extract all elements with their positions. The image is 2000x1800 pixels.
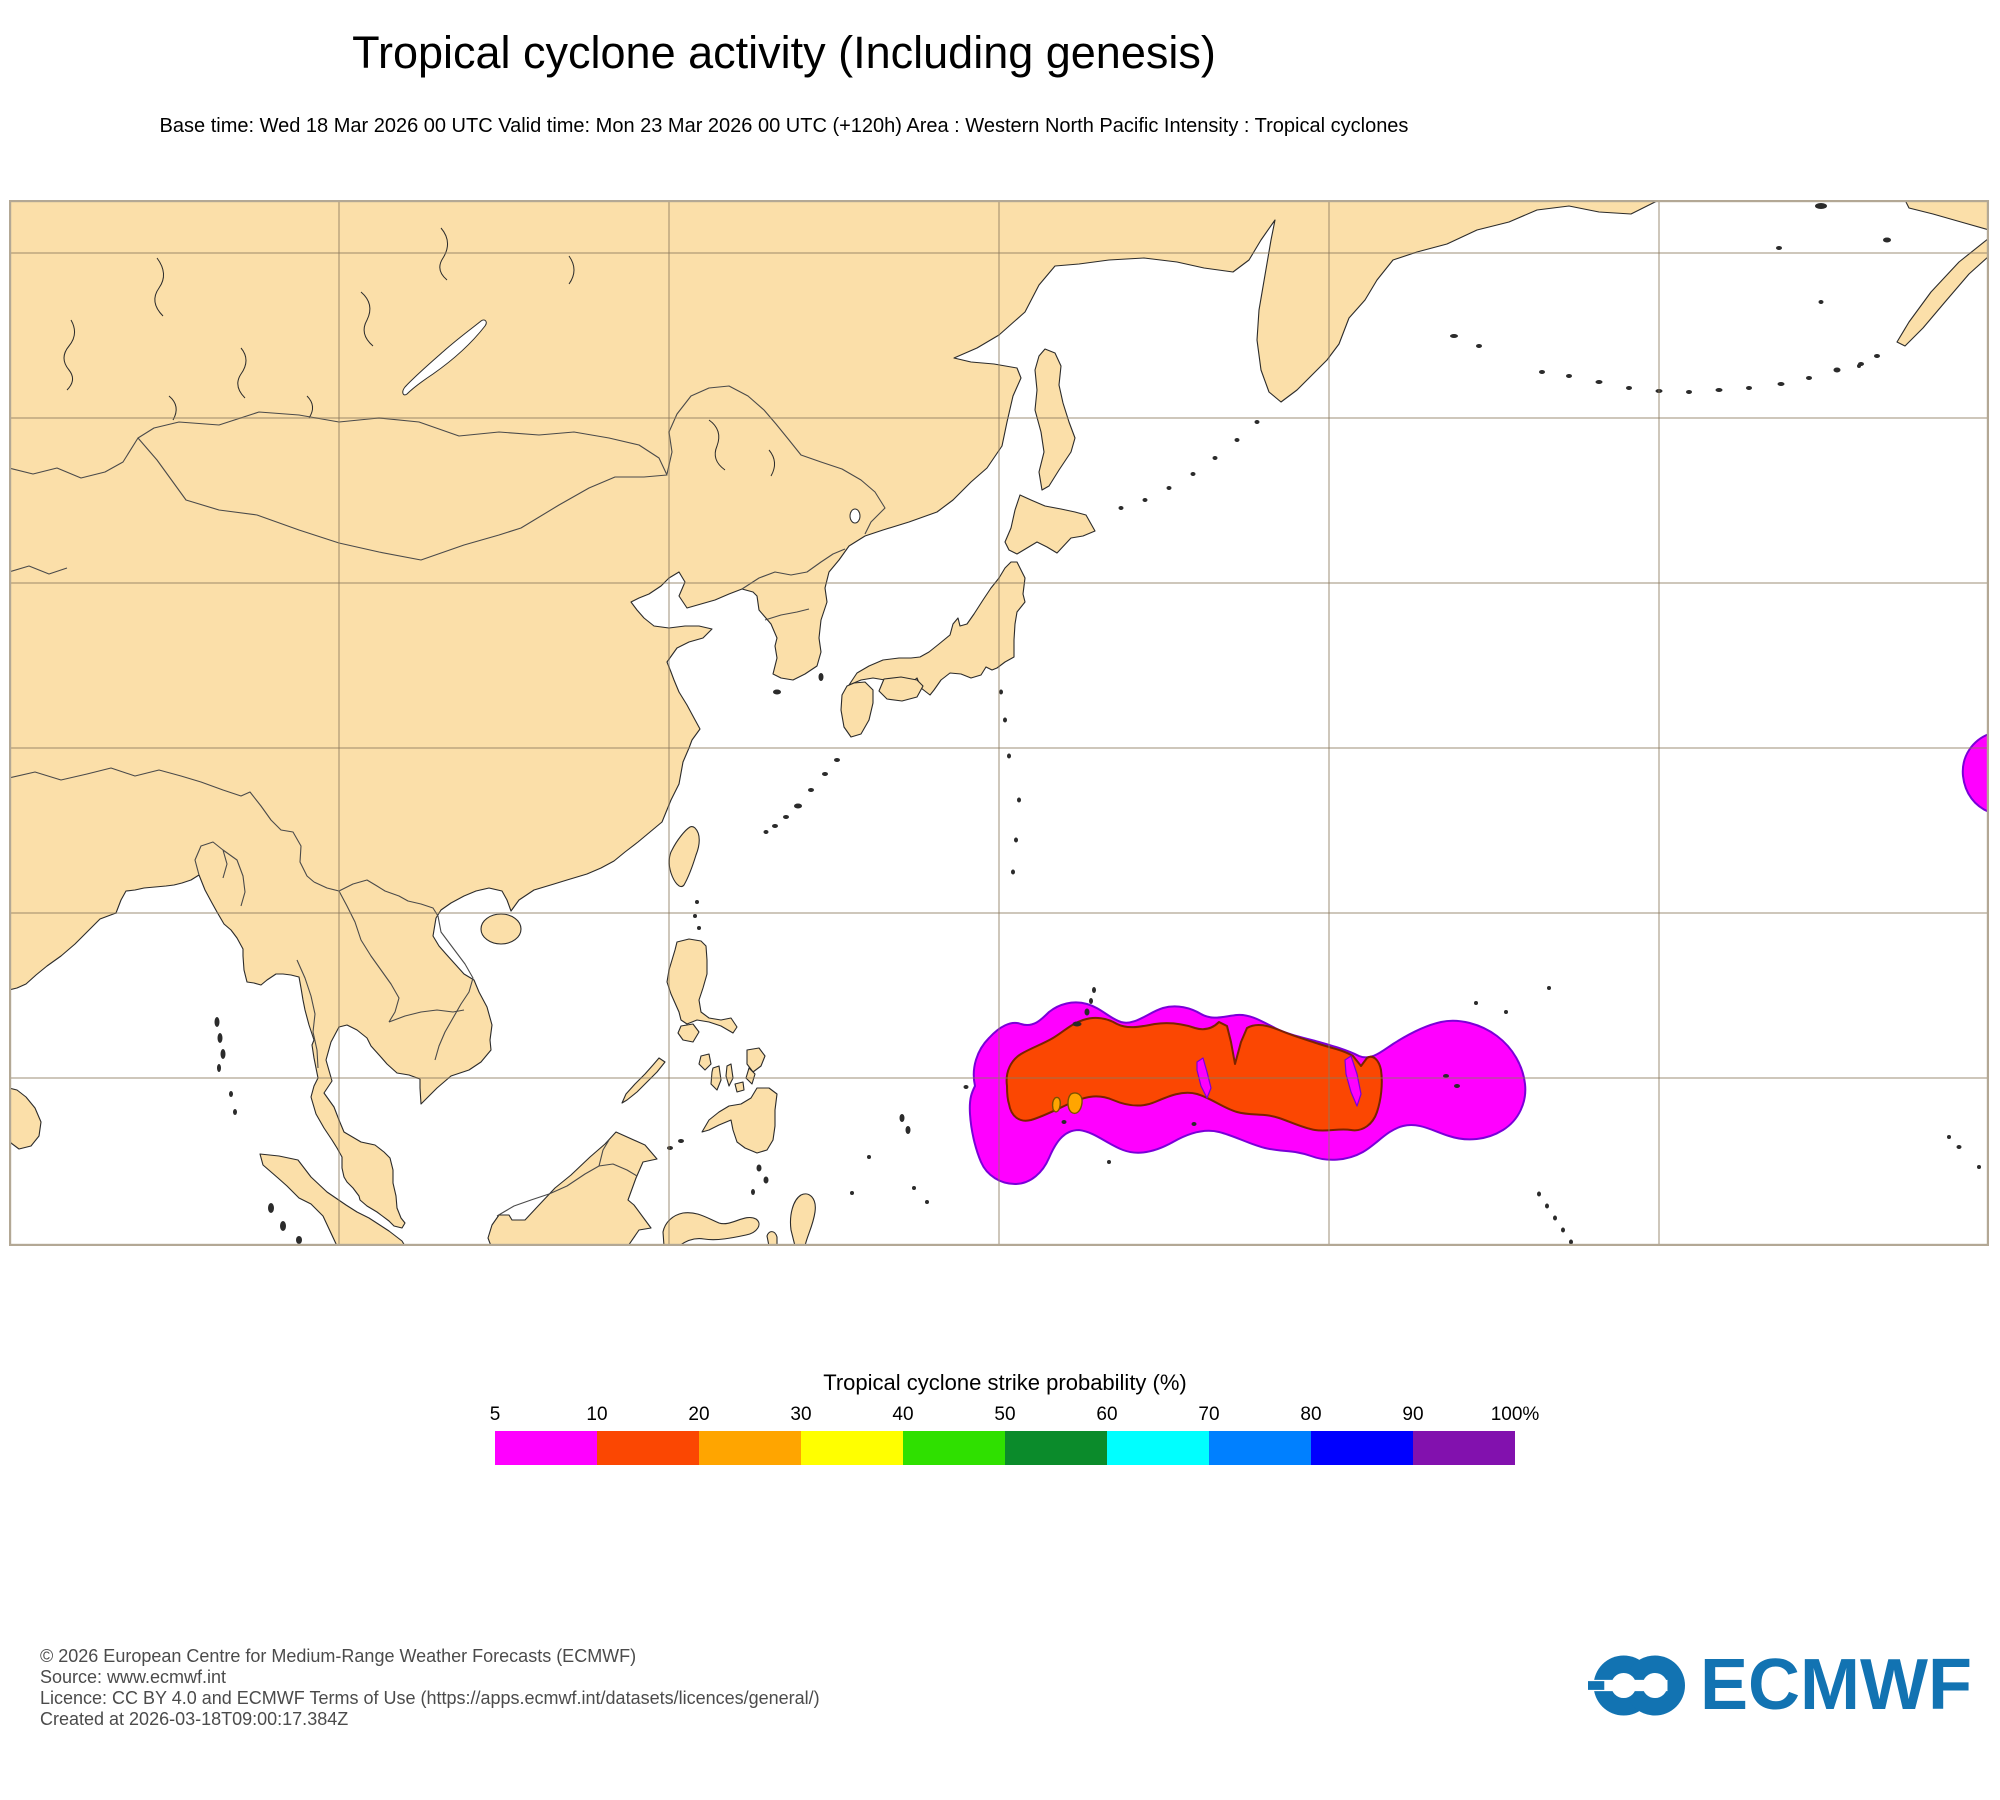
legend-segment-50-60 bbox=[1005, 1431, 1107, 1465]
land-alaska-corner bbox=[1776, 200, 1989, 347]
border-borneo bbox=[496, 1139, 638, 1217]
island-taiwan bbox=[668, 826, 700, 888]
border-central-asia bbox=[9, 437, 139, 575]
ecmwf-logo-text: ECMWF bbox=[1700, 1645, 1972, 1725]
strike-probability-area-20-30 bbox=[1051, 1092, 1083, 1115]
island-hokkaido bbox=[1004, 494, 1096, 555]
legend-tick-label: 90 bbox=[1402, 1404, 1424, 1425]
map-svg bbox=[9, 200, 1989, 1246]
island-cebu bbox=[725, 1063, 734, 1087]
magenta-sliver-1 bbox=[1196, 1057, 1212, 1099]
island-panay bbox=[698, 1053, 712, 1071]
footer-source: Source: www.ecmwf.int bbox=[40, 1667, 227, 1687]
border-korea-dmz bbox=[764, 608, 810, 621]
small-islands bbox=[214, 334, 1981, 1245]
island-leyte bbox=[745, 1067, 756, 1085]
legend-segment-5-10 bbox=[495, 1431, 597, 1465]
island-luzon bbox=[666, 938, 738, 1034]
island-shikoku bbox=[878, 676, 924, 702]
legend-tick-label: 5 bbox=[489, 1404, 501, 1425]
graticule bbox=[9, 200, 1989, 1246]
ecmwf-logo: ECMWF bbox=[1588, 1645, 1972, 1725]
island-mindanao bbox=[701, 1087, 778, 1154]
page-title: Tropical cyclone activity (Including gen… bbox=[352, 27, 1216, 78]
island-halmahera bbox=[789, 1193, 816, 1246]
legend-segment-80-90 bbox=[1311, 1431, 1413, 1465]
legend-tick-label: 40 bbox=[892, 1404, 914, 1425]
legend-tick-label: 10 bbox=[586, 1404, 608, 1425]
legend: Tropical cyclone strike probability (%) … bbox=[490, 1370, 1540, 1465]
legend-segment-70-80 bbox=[1209, 1431, 1311, 1465]
border-laos-thailand bbox=[338, 890, 400, 1023]
lake-baikal bbox=[402, 319, 487, 396]
island-palawan bbox=[621, 1057, 666, 1104]
legend-tick-label: 50 bbox=[994, 1404, 1016, 1425]
legend-title: Tropical cyclone strike probability (%) bbox=[823, 1370, 1187, 1395]
legend-tick-label: 100% bbox=[1490, 1404, 1540, 1425]
island-sakhalin bbox=[1034, 348, 1076, 491]
border-thailand-cambodia bbox=[388, 1009, 465, 1023]
legend-bar bbox=[495, 1431, 1515, 1465]
island-kyushu bbox=[840, 681, 874, 738]
border-mongolia bbox=[137, 411, 668, 561]
legend-tick-label: 30 bbox=[790, 1404, 812, 1425]
magenta-sliver-2 bbox=[1344, 1055, 1362, 1107]
island-sulawesi bbox=[662, 1212, 778, 1246]
island-borneo bbox=[487, 1131, 658, 1246]
landmass-eurasia bbox=[9, 200, 1660, 1229]
rivers-siberia bbox=[63, 227, 775, 477]
legend-segment-10-20 bbox=[597, 1431, 699, 1465]
island-mindoro bbox=[677, 1023, 700, 1043]
legend-segment-60-70 bbox=[1107, 1431, 1209, 1465]
lake-khanka bbox=[849, 508, 861, 524]
island-sumatra bbox=[259, 1153, 406, 1246]
legend-tick-label: 70 bbox=[1198, 1404, 1220, 1425]
legend-tick-label: 80 bbox=[1300, 1404, 1322, 1425]
island-hainan bbox=[480, 913, 522, 945]
legend-segment-20-30 bbox=[699, 1431, 801, 1465]
legend-segment-40-50 bbox=[903, 1431, 1005, 1465]
legend-segment-30-40 bbox=[801, 1431, 903, 1465]
legend-tick-label: 60 bbox=[1096, 1404, 1118, 1425]
strike-probability-area-right-edge bbox=[1961, 733, 1989, 813]
islands-philippines bbox=[621, 938, 778, 1154]
map-canvas bbox=[9, 200, 1989, 1246]
footer-licence: Licence: CC BY 4.0 and ECMWF Terms of Us… bbox=[40, 1688, 820, 1708]
legend-segment-90-100 bbox=[1413, 1431, 1515, 1465]
island-negros bbox=[710, 1065, 722, 1091]
island-samar bbox=[746, 1047, 766, 1073]
header: Tropical cyclone activity (Including gen… bbox=[0, 0, 1568, 138]
legend-ticks: 5 10 20 30 40 50 60 70 80 90 100% bbox=[490, 1404, 1540, 1428]
footer-created-at: Created at 2026-03-18T09:00:17.384Z bbox=[40, 1709, 349, 1729]
border-china-nkorea bbox=[741, 548, 846, 590]
strike-probability-area-10-20 bbox=[1005, 1016, 1383, 1132]
legend-tick-label: 20 bbox=[688, 1404, 710, 1425]
page-subtitle: Base time: Wed 18 Mar 2026 00 UTC Valid … bbox=[159, 115, 1409, 137]
footer-copyright: © 2026 European Centre for Medium-Range … bbox=[40, 1646, 637, 1666]
border-myanmar-thailand bbox=[296, 959, 319, 1069]
border-russia-china bbox=[666, 385, 886, 535]
border-vietnam-cambodia bbox=[434, 915, 474, 1061]
island-bohol bbox=[734, 1081, 745, 1093]
border-bangladesh bbox=[194, 841, 246, 907]
island-japan bbox=[840, 494, 1096, 738]
footer: © 2026 European Centre for Medium-Range … bbox=[40, 1646, 820, 1730]
border-himalaya bbox=[9, 767, 315, 883]
ecmwf-logo-icon bbox=[1588, 1654, 1685, 1716]
border-china-sea-asia bbox=[313, 879, 439, 917]
map-border bbox=[9, 200, 1989, 1246]
country-borders bbox=[9, 385, 886, 1069]
